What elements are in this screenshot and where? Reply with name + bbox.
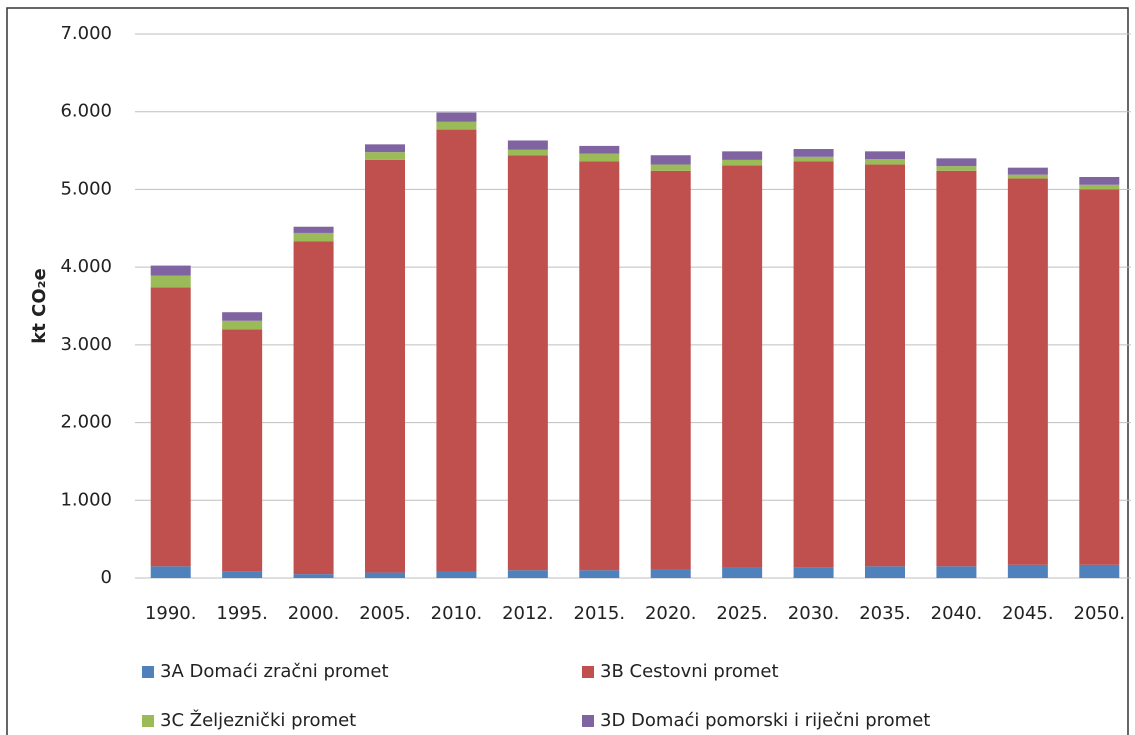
bar-segment	[507, 149, 548, 156]
bar-segment	[1007, 564, 1048, 578]
x-tick-label: 1995.	[216, 603, 268, 624]
y-tick-label: 5.000	[60, 178, 112, 199]
bar-segment	[150, 287, 191, 567]
bar-segment	[365, 572, 405, 578]
legend-swatch	[142, 666, 154, 678]
x-tick-label: 2040.	[931, 603, 983, 624]
x-tick-label: 2045.	[1002, 603, 1054, 624]
bar-segment	[650, 170, 691, 570]
bar-segment	[365, 152, 405, 160]
bar-segment	[722, 567, 763, 578]
legend-swatch	[582, 715, 594, 727]
bar-segment	[579, 145, 620, 154]
bar-segment	[150, 275, 191, 288]
bar-segment	[793, 567, 834, 578]
bar-segment	[579, 153, 620, 162]
bar-segment	[150, 566, 191, 578]
bar-segment	[436, 571, 477, 578]
bar-segment	[293, 574, 334, 578]
x-tick-label: 2025.	[716, 603, 768, 624]
bar-segment	[293, 241, 334, 575]
bar-segment	[865, 164, 905, 567]
bar-segment	[936, 158, 977, 167]
bar-segment	[722, 165, 763, 568]
bar-segment	[865, 159, 905, 165]
bar-segment	[936, 166, 977, 171]
bar-segment	[1007, 167, 1048, 175]
bar-segment	[436, 129, 477, 572]
bar-segment	[936, 566, 977, 578]
bar-segment	[579, 161, 620, 571]
bar-segment	[722, 151, 763, 160]
bar-segment	[436, 112, 477, 122]
x-tick-label: 2010.	[431, 603, 483, 624]
y-axis-label: kt CO₂e	[29, 268, 50, 343]
x-tick-label: 2005.	[359, 603, 411, 624]
y-tick-label: 4.000	[60, 256, 112, 277]
bar-segment	[936, 170, 977, 567]
bar-segment	[293, 226, 334, 233]
bar-segment	[793, 156, 834, 162]
bar-segment	[293, 232, 334, 242]
bar-segment	[436, 121, 477, 130]
bar-segment	[650, 155, 691, 165]
legend-label: 3B Cestovni promet	[600, 661, 779, 682]
bar-segment	[1079, 184, 1120, 190]
bar-segment	[865, 151, 905, 160]
legend-swatch	[582, 666, 594, 678]
bar-segment	[150, 265, 191, 276]
bar-segment	[507, 140, 548, 150]
bar-segment	[1007, 178, 1048, 565]
x-tick-label: 2015.	[574, 603, 626, 624]
bar-segment	[222, 571, 263, 578]
bar-segment	[507, 155, 548, 571]
x-tick-label: 2012.	[502, 603, 554, 624]
y-tick-label: 1.000	[60, 489, 112, 510]
bar-segment	[1079, 176, 1120, 185]
bar-segment	[1007, 174, 1048, 179]
bar-segment	[865, 566, 905, 578]
bar-segment	[222, 312, 263, 321]
legend-label: 3D Domaći pomorski i riječni promet	[600, 710, 930, 731]
frame	[6, 7, 1129, 735]
x-tick-label: 2035.	[859, 603, 911, 624]
bar-segment	[365, 144, 405, 153]
y-tick-label: 7.000	[60, 23, 112, 44]
x-tick-label: 2020.	[645, 603, 697, 624]
y-tick-label: 3.000	[60, 334, 112, 355]
bar-segment	[1079, 189, 1120, 565]
bar-segment	[579, 570, 620, 578]
bar-segment	[365, 159, 405, 573]
legend-label: 3A Domaći zračni promet	[160, 661, 389, 682]
bar-segment	[507, 570, 548, 578]
bar-segment	[650, 164, 691, 171]
y-tick-label: 6.000	[60, 101, 112, 122]
bar-segment	[222, 329, 263, 572]
bar-segment	[222, 320, 263, 330]
legend-swatch	[142, 715, 154, 727]
bar-segment	[722, 159, 763, 166]
y-tick-label: 2.000	[60, 412, 112, 433]
y-tick-label: 0	[101, 567, 112, 588]
x-tick-label: 1990.	[145, 603, 197, 624]
bar-segment	[1079, 564, 1120, 578]
x-tick-label: 2050.	[1074, 603, 1126, 624]
bar-segment	[650, 569, 691, 578]
bar-segment	[793, 149, 834, 157]
x-tick-label: 2030.	[788, 603, 840, 624]
bar-segment	[793, 161, 834, 568]
legend-label: 3C Željeznički promet	[160, 709, 356, 731]
x-tick-label: 2000.	[288, 603, 340, 624]
